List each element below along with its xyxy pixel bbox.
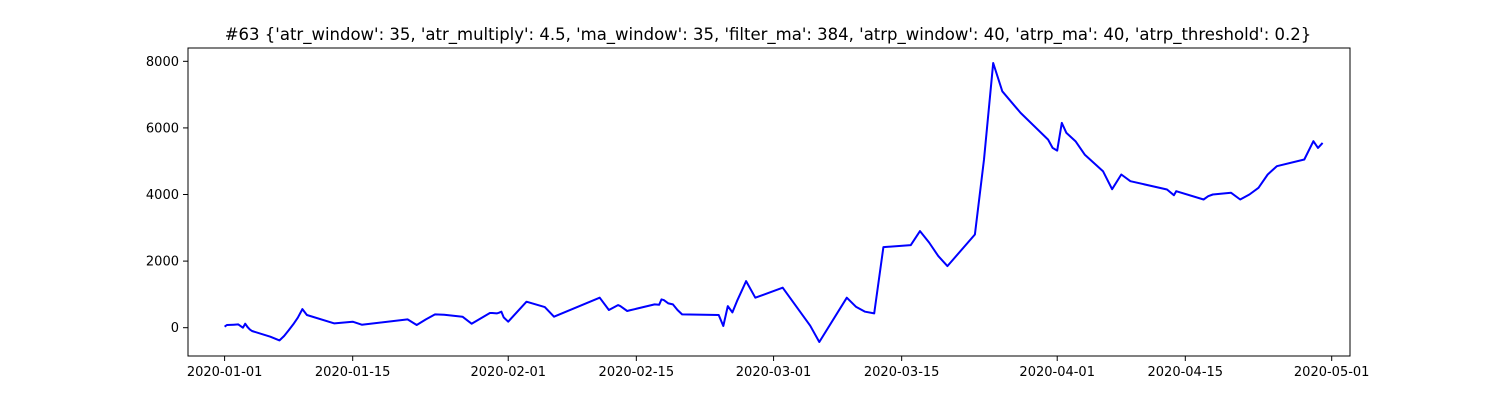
x-tick-label: 2020-02-01 (470, 365, 546, 380)
x-tick-label: 2020-04-15 (1148, 365, 1224, 380)
y-tick-label: 4000 (146, 188, 179, 203)
series-line-0 (224, 62, 1324, 343)
plot-area (224, 62, 1324, 343)
x-tick-label: 2020-05-01 (1294, 365, 1370, 380)
x-tick-label: 2020-04-01 (1019, 365, 1095, 380)
axes: 2020-01-01 2020-01-15 2020-02-01 2020-02-15… (146, 47, 1370, 380)
x-tick-label: 2020-03-01 (736, 365, 812, 380)
y-tick-label: 0 (171, 321, 179, 336)
chart-title: #63 {'atr_window': 35, 'atr_multiply': 4… (225, 25, 1312, 45)
plot-frame (187, 47, 1351, 357)
x-tick-label: 2020-01-15 (315, 365, 391, 380)
y-tick-label: 2000 (146, 255, 179, 270)
x-tick-label: 2020-01-01 (187, 365, 263, 380)
y-tick-label: 6000 (146, 121, 179, 136)
y-tick-label: 8000 (146, 55, 179, 70)
x-tick-label: 2020-03-15 (864, 365, 940, 380)
x-tick-label: 2020-02-15 (599, 365, 675, 380)
